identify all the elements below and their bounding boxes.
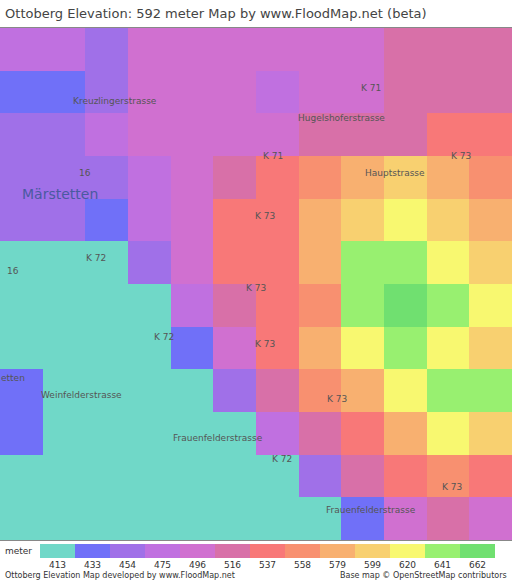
svg-text:599: 599	[364, 560, 381, 570]
svg-text:Frauenfelderstrasse: Frauenfelderstrasse	[173, 433, 263, 443]
svg-text:413: 413	[49, 560, 66, 570]
svg-text:etten: etten	[1, 373, 25, 383]
svg-text:433: 433	[84, 560, 101, 570]
svg-text:516: 516	[224, 560, 241, 570]
svg-text:16: 16	[79, 168, 91, 178]
svg-text:K 72: K 72	[272, 454, 292, 464]
svg-text:475: 475	[154, 560, 171, 570]
svg-text:662: 662	[469, 560, 486, 570]
svg-text:Frauenfelderstrasse: Frauenfelderstrasse	[326, 505, 416, 515]
svg-text:K 73: K 73	[255, 339, 275, 349]
svg-text:641: 641	[434, 560, 451, 570]
svg-text:meter: meter	[5, 546, 32, 556]
svg-text:16: 16	[7, 266, 19, 276]
svg-text:Ottoberg Elevation: 592 meter: Ottoberg Elevation: 592 meter Map by www…	[5, 6, 426, 21]
svg-text:Hugelshoferstrasse: Hugelshoferstrasse	[298, 113, 385, 123]
svg-text:Kreuzlingerstrasse: Kreuzlingerstrasse	[73, 96, 157, 106]
svg-text:620: 620	[399, 560, 416, 570]
svg-text:K 71: K 71	[263, 151, 283, 161]
svg-text:K 73: K 73	[246, 283, 266, 293]
svg-text:496: 496	[189, 560, 206, 570]
svg-text:Hauptstrasse: Hauptstrasse	[365, 168, 425, 178]
svg-text:454: 454	[119, 560, 136, 570]
svg-text:K 73: K 73	[255, 211, 275, 221]
svg-text:K 71: K 71	[361, 83, 381, 93]
svg-text:K 72: K 72	[86, 253, 106, 263]
svg-text:579: 579	[329, 560, 346, 570]
svg-text:Ottoberg Elevation Map develop: Ottoberg Elevation Map developed by www.…	[5, 571, 235, 580]
svg-text:K 72: K 72	[154, 332, 174, 342]
svg-text:537: 537	[259, 560, 276, 570]
svg-text:K 73: K 73	[442, 482, 462, 492]
svg-text:K 73: K 73	[451, 151, 471, 161]
svg-text:K 73: K 73	[327, 394, 347, 404]
svg-text:558: 558	[294, 560, 311, 570]
svg-text:Base map © OpenStreetMap contr: Base map © OpenStreetMap contributors	[340, 571, 507, 580]
svg-text:Märstetten: Märstetten	[22, 186, 98, 202]
svg-text:Weinfelderstrasse: Weinfelderstrasse	[41, 390, 122, 400]
